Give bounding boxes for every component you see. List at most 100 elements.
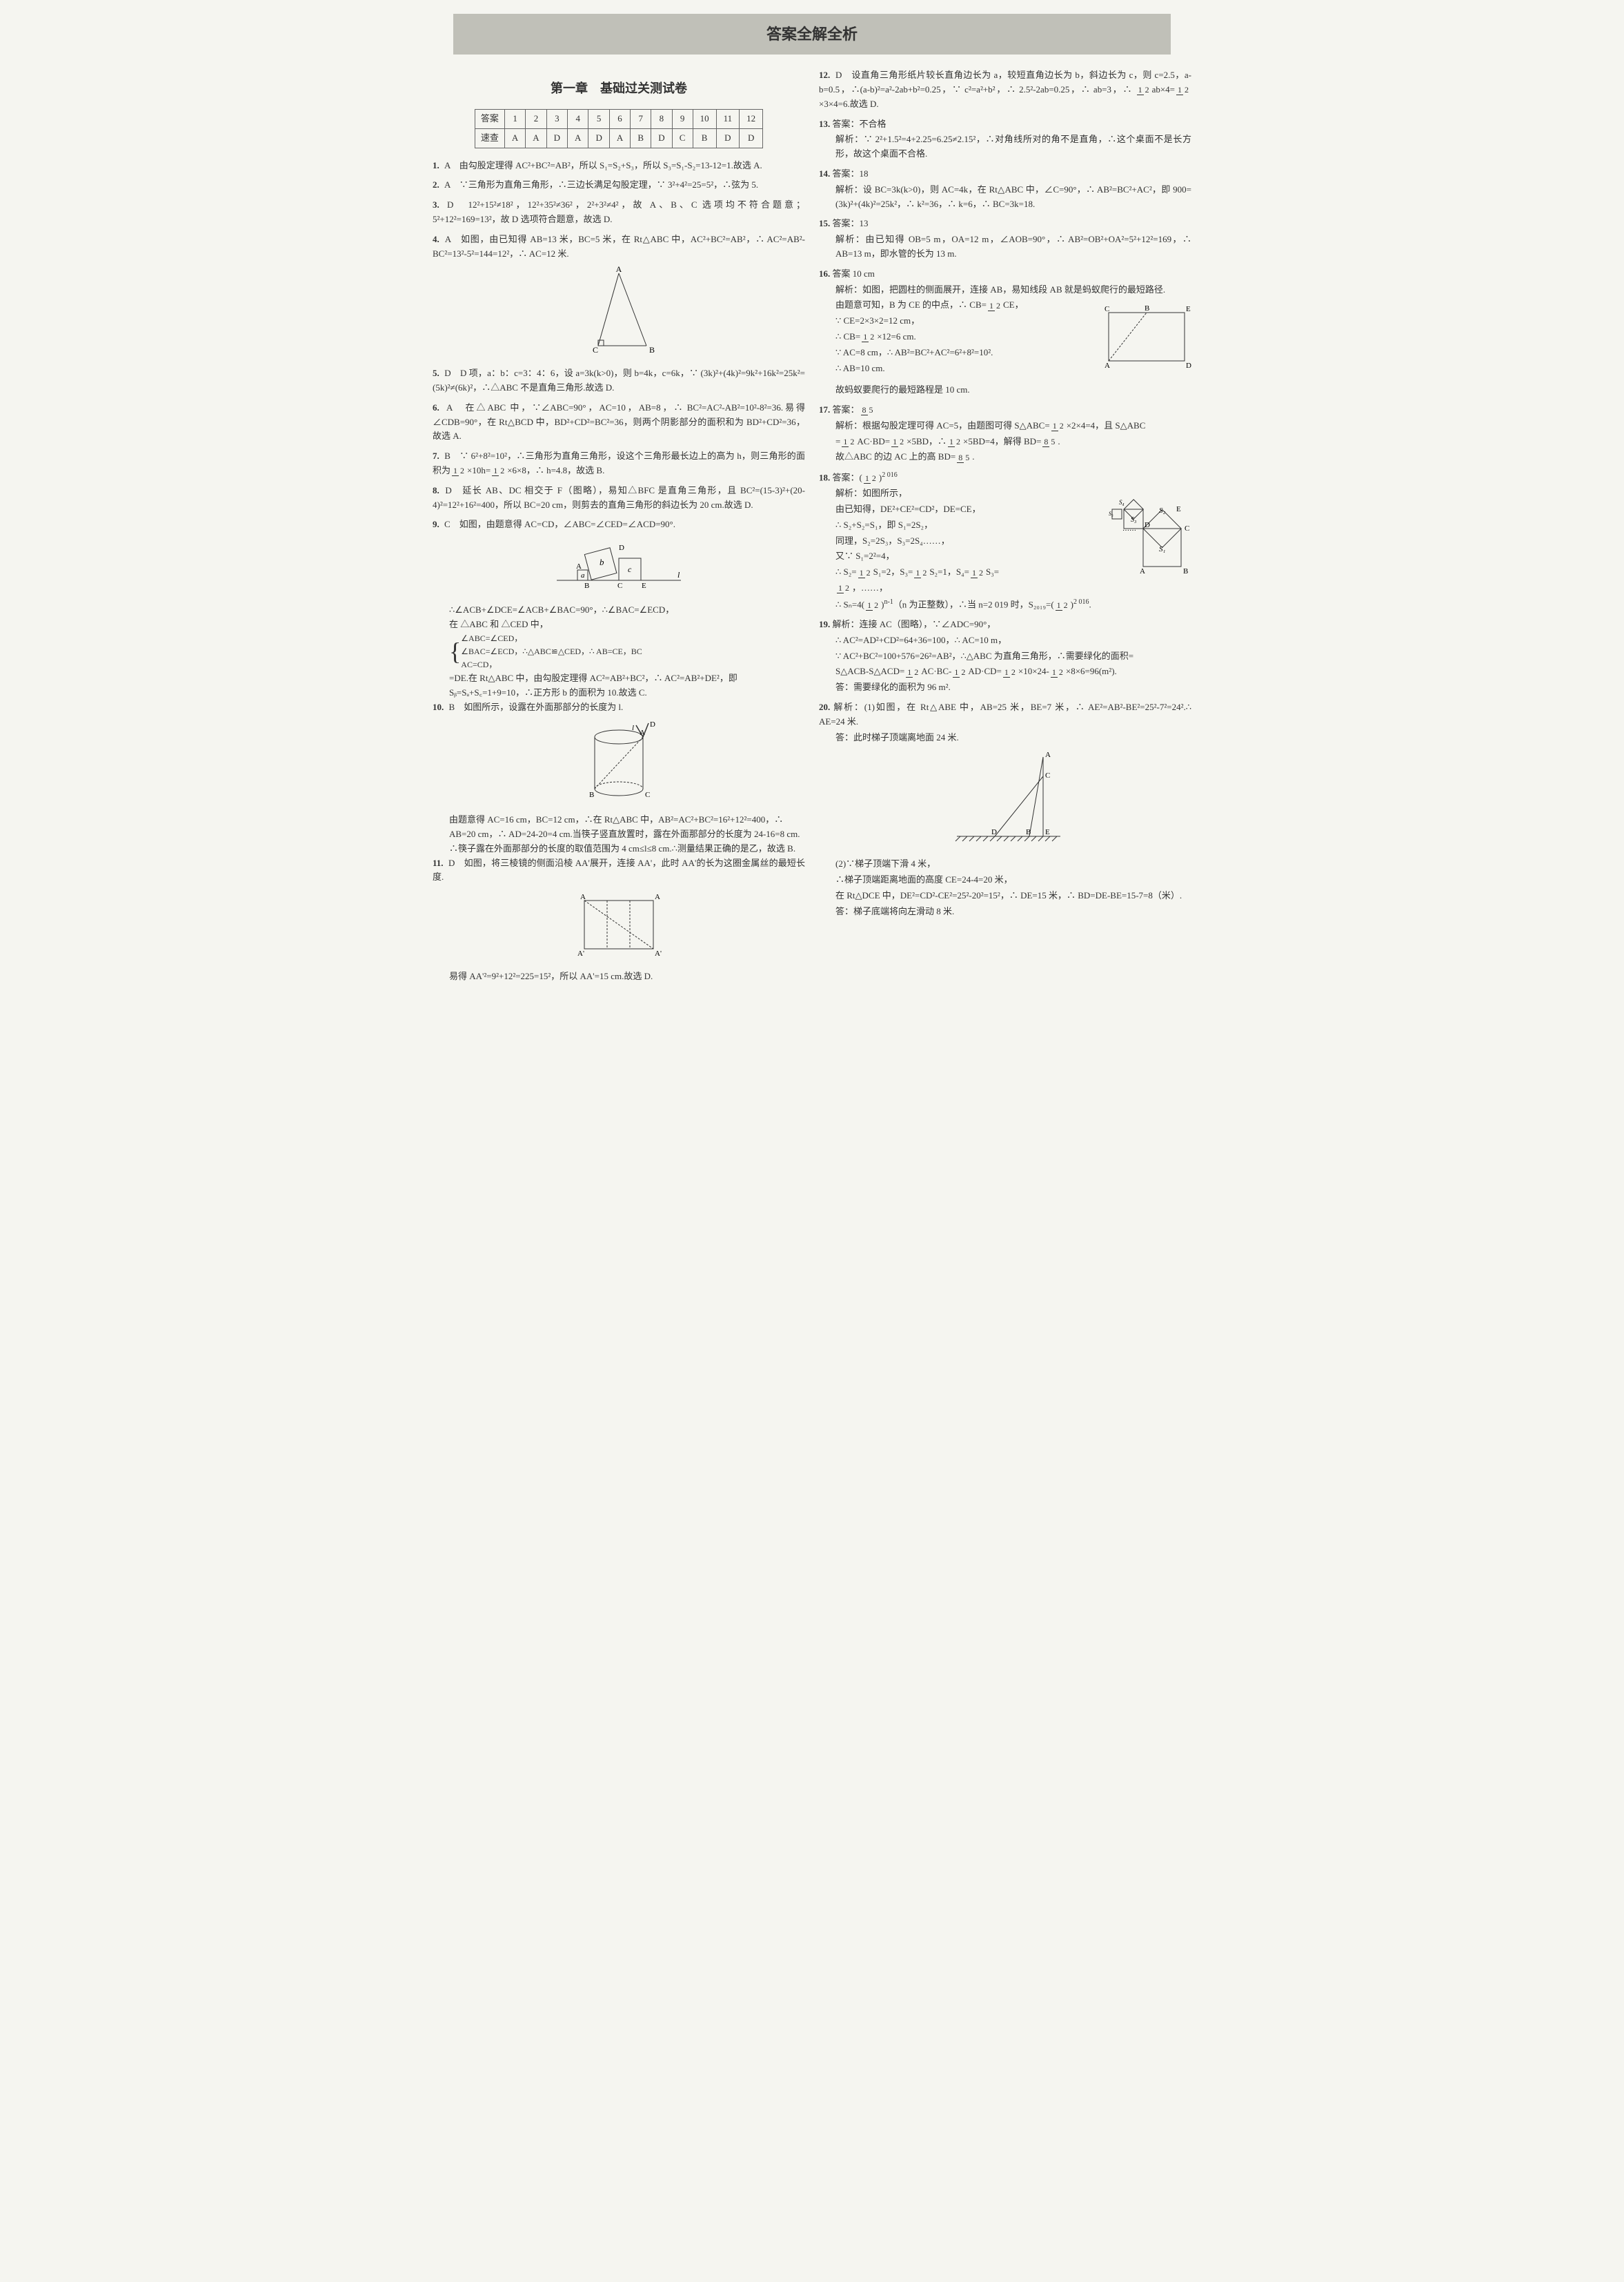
item-text: ×5BD=4，解得 BD= [963, 436, 1041, 446]
item-3: 3. D 12²+15²≠18²，12²+35²≠36²，2²+3²≠4²，故 … [433, 198, 805, 227]
svg-text:D: D [991, 828, 997, 836]
table-ans: B [693, 128, 716, 148]
svg-text:A: A [576, 562, 582, 571]
item-11: 11. D 如图，将三棱镜的侧面沿棱 AA'展开，连接 AA'，此时 AA'的长… [433, 856, 805, 885]
item-text: ∴ AB=10 cm. [835, 362, 1096, 376]
item-num: 10. [433, 702, 444, 712]
item-text: ∴ S₂+S₂=S₁，即 S₁=2S₂， [835, 518, 1078, 533]
svg-text:D: D [1186, 362, 1191, 370]
item-text: AC·BD= [857, 436, 890, 446]
fraction: 12 [914, 569, 928, 578]
exponent: 2 016 [882, 471, 898, 479]
svg-text:S₃: S₃ [1131, 516, 1137, 524]
item-text: 设直角三角形纸片较长直角边长为 a，较短直角边长为 b，斜边长为 c，则 c=2… [819, 70, 1191, 95]
svg-text:A: A [616, 264, 622, 274]
item-text: 如图，由题意得 AC=CD，∠ABC=∠CED=∠ACD=90°. [459, 519, 675, 529]
item-4: 4. A 如图，由已知得 AB=13 米，BC=5 米，在 Rt△ABC 中，A… [433, 233, 805, 262]
squares-spiral-diagram-icon: S₁ S₂ S₃ S₄ S₅ A B C D E …… [1081, 491, 1191, 580]
item-text: AC·BC- [921, 666, 951, 676]
item-text: 解析：∵ 2²+1.5²=4+2.25=6.25≠2.15²，∴对角线所对的角不… [835, 132, 1191, 161]
item-11-sub: 易得 AA'²=9²+12²=225=15²，所以 AA'=15 cm.故选 D… [449, 970, 805, 984]
fraction: 85 [1042, 437, 1056, 446]
table-num: 5 [588, 109, 609, 128]
item-text: 答：需要绿化的面积为 96 m². [835, 680, 1191, 695]
item-num: 13. [819, 119, 830, 129]
item-text: 在△ABC 中，∵∠ABC=90°，AC=10，AB=8，∴ BC²=AC²-A… [433, 402, 805, 442]
item-19: 19. 解析：连接 AC（图略），∵∠ADC=90°， ∴ AC²=AD²+CD… [819, 618, 1191, 695]
item-text: 由勾股定理得 AC²+BC²=AB²，所以 S₁=S₂+S₃，所以 S₃=S₁-… [459, 160, 762, 170]
item-text: 答：此时梯子顶端离地面 24 米. [835, 731, 1191, 745]
fraction: 85 [957, 453, 971, 462]
item-num: 3. [433, 199, 439, 210]
item-ans: B [444, 451, 450, 461]
ans-label: 答案： [833, 168, 860, 179]
item-ans: D [835, 70, 842, 80]
item-text: ×3×4=6.故选 D. [819, 99, 879, 109]
item-text: ∠BAC=∠ECD，∴△ABC≌△CED，∴ AB=CE，BC [461, 647, 642, 656]
item-20: 20. 解析：(1)如图，在 Rt△ABE 中，AB=25 米，BE=7 米，∴… [819, 700, 1191, 918]
item-text: ∵三角形为直角三角形，∴三边长满足勾股定理，∵ 3²+4²=25=5²，∴弦为 … [459, 179, 758, 190]
fraction: 12 [891, 437, 905, 446]
item-10-sub: 由题意得 AC=16 cm，BC=12 cm，∴在 Rt△ABC 中，AB²=A… [449, 813, 805, 856]
exponent: 2 016 [1073, 598, 1089, 606]
ans-label: 答案 [833, 268, 851, 279]
ans-label: 答案： [833, 119, 860, 129]
item-text: ∴ CB= [835, 331, 860, 342]
svg-text:D: D [619, 544, 624, 552]
table-num: 7 [631, 109, 651, 128]
item-ans: A [444, 160, 450, 170]
item-text: 解析：(1)如图，在 Rt△ABE 中，AB=25 米，BE=7 米，∴ AE²… [819, 702, 1191, 727]
table-ans: A [568, 128, 588, 148]
fraction: 12 [1003, 668, 1017, 677]
item-text: (2)∵梯子顶端下滑 4 米， [835, 857, 1191, 872]
svg-text:l: l [677, 570, 680, 580]
item-text: ∴ S₂= [835, 567, 857, 577]
item-17: 17. 答案：85 解析：根据勾股定理可得 AC=5，由题图可得 S△ABC=1… [819, 403, 1191, 464]
svg-text:A': A' [577, 950, 584, 958]
fraction: 12 [1056, 601, 1069, 610]
figure-q18: S₁ S₂ S₃ S₄ S₅ A B C D E …… [1081, 491, 1191, 590]
item-9: 9. C 如图，由题意得 AC=CD，∠ABC=∠CED=∠ACD=90°. [433, 518, 805, 532]
ans-label: 答案： [833, 472, 860, 482]
item-text: AC=CD， [461, 660, 497, 669]
fraction: 12 [842, 437, 855, 446]
table-num: 2 [526, 109, 546, 128]
item-num: 8. [433, 485, 439, 495]
item-num: 12. [819, 70, 830, 80]
svg-text:E: E [1186, 305, 1191, 313]
item-text: 解析：连接 AC（图略），∵∠ADC=90°， [833, 619, 996, 629]
item-num: 18. [819, 472, 830, 482]
item-1: 1. A 由勾股定理得 AC²+BC²=AB²，所以 S₁=S₂+S₃，所以 S… [433, 159, 805, 173]
fraction: 12 [837, 584, 851, 593]
item-text: ab×4= [1152, 84, 1175, 95]
item-num: 1. [433, 160, 439, 170]
item-7: 7. B ∵ 6²+8²=10²，∴三角形为直角三角形，设这个三角形最长边上的高… [433, 449, 805, 478]
item-text: 由题意可知，B 为 CE 的中点，∴ CB= [835, 299, 987, 310]
svg-text:B: B [589, 791, 594, 799]
table-ans: D [651, 128, 672, 148]
figure-q4: A C B [433, 266, 805, 361]
svg-text:c: c [628, 564, 632, 574]
answer-table: 答案 1 2 3 4 5 6 7 8 9 10 11 12 速查 A [475, 109, 763, 148]
right-column: 12. D 设直角三角形纸片较长直角边长为 a，较短直角边长为 b，斜边长为 c… [819, 68, 1191, 984]
item-5: 5. D D 项，a：b：c=3：4：6，设 a=3k(k>0)，则 b=4k，… [433, 366, 805, 395]
item-text: ∴ Sₙ=4 [835, 599, 862, 609]
table-ans: A [504, 128, 525, 148]
fraction: 12 [866, 601, 880, 610]
item-text: 故蚂蚁要爬行的最短路程是 10 cm. [835, 383, 1191, 397]
fraction: 12 [1051, 422, 1065, 431]
fraction: 12 [988, 302, 1002, 311]
item-15: 15. 答案：13 解析：由已知得 OB=5 m，OA=12 m，∠AOB=90… [819, 217, 1191, 261]
ans-label: 答案： [833, 218, 860, 228]
item-text: ∠ABC=∠CED， [461, 633, 522, 643]
item-18: 18. 答案：(12)2 016 解析：如图所示， 由已知得，DE²+CE²=C… [819, 470, 1191, 612]
table-ans: A [609, 128, 630, 148]
table-ans: D [588, 128, 609, 148]
item-16: 16. 答案 10 cm 解析：如图，把圆柱的侧面展开，连接 AB，易知线段 A… [819, 267, 1191, 397]
fraction: 12 [862, 333, 875, 342]
item-text: D 项，a：b：c=3：4：6，设 a=3k(k>0)，则 b=4k，c=6k，… [433, 368, 805, 393]
fraction: 12 [948, 437, 962, 446]
svg-text:S₅: S₅ [1109, 511, 1113, 517]
svg-text:S₁: S₁ [1159, 545, 1166, 553]
item-num: 9. [433, 519, 439, 529]
